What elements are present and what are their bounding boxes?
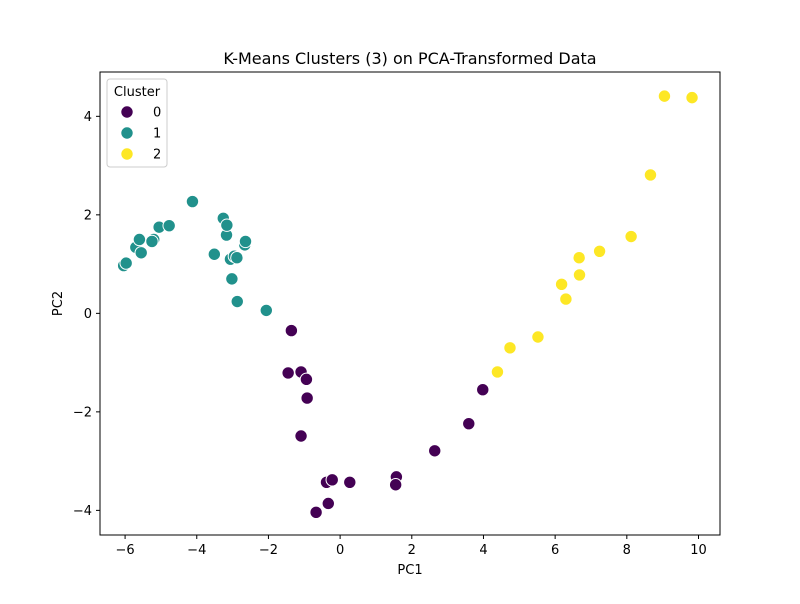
- data-point-cluster-0: [321, 496, 335, 511]
- x-tick-label: 10: [690, 543, 707, 558]
- y-tick-label: −2: [73, 405, 92, 420]
- data-point-cluster-2: [554, 277, 569, 291]
- data-point-cluster-1: [238, 234, 253, 249]
- data-point-cluster-2: [490, 365, 505, 379]
- data-point-cluster-1: [145, 234, 159, 249]
- x-tick-label: −4: [187, 543, 206, 558]
- plot-frame: [99, 71, 721, 536]
- legend-title: Cluster: [114, 85, 161, 100]
- data-point-cluster-0: [343, 475, 357, 489]
- points-layer: [116, 89, 699, 520]
- data-point-cluster-2: [624, 229, 638, 244]
- data-point-cluster-1: [119, 256, 133, 270]
- y-tick-label: −4: [73, 504, 92, 519]
- data-point-cluster-1: [230, 294, 244, 309]
- data-point-cluster-0: [462, 416, 476, 431]
- data-point-cluster-0: [388, 478, 403, 492]
- x-tick-label: −2: [259, 543, 278, 558]
- data-point-cluster-0: [299, 372, 314, 387]
- data-point-cluster-2: [531, 330, 545, 344]
- data-point-cluster-2: [643, 168, 658, 182]
- data-point-cluster-1: [185, 194, 200, 209]
- data-point-cluster-0: [476, 382, 490, 397]
- data-point-cluster-1: [162, 218, 176, 233]
- data-point-cluster-0: [428, 444, 442, 458]
- y-tick-label: 0: [84, 307, 92, 322]
- data-point-cluster-1: [220, 218, 234, 232]
- y-tick-label: 4: [84, 110, 92, 125]
- data-point-cluster-1: [225, 272, 239, 286]
- y-axis-label: PC2: [51, 291, 66, 316]
- chart-title: K-Means Clusters (3) on PCA-Transformed …: [223, 49, 596, 68]
- data-point-cluster-1: [134, 246, 148, 260]
- y-tick-label: 2: [84, 208, 92, 223]
- data-point-cluster-0: [309, 505, 323, 520]
- data-point-cluster-2: [685, 90, 699, 105]
- data-point-cluster-2: [559, 292, 573, 306]
- x-tick-label: −6: [116, 543, 135, 558]
- legend-label-0: 0: [153, 106, 161, 121]
- data-point-cluster-0: [284, 323, 299, 338]
- legend: Cluster 0 1 2: [106, 78, 168, 168]
- data-point-cluster-0: [300, 391, 314, 405]
- data-point-cluster-0: [281, 366, 295, 380]
- data-point-cluster-2: [503, 341, 517, 355]
- data-point-cluster-1: [207, 247, 222, 261]
- data-point-cluster-2: [657, 89, 672, 103]
- legend-marker-2: [120, 147, 134, 161]
- y-axis: −4 −2 0 2 4: [73, 110, 100, 519]
- x-tick-label: 6: [551, 543, 559, 558]
- x-tick-label: 4: [479, 543, 487, 558]
- data-point-cluster-0: [294, 429, 308, 443]
- legend-label-2: 2: [153, 148, 161, 163]
- legend-box: [106, 78, 168, 168]
- x-tick-label: 2: [408, 543, 416, 558]
- data-point-cluster-2: [572, 268, 587, 282]
- data-point-cluster-1: [132, 232, 147, 247]
- data-point-cluster-1: [259, 303, 273, 318]
- legend-marker-1: [120, 126, 134, 140]
- data-point-cluster-2: [592, 244, 607, 258]
- x-axis-label: PC1: [397, 563, 422, 578]
- x-tick-label: 0: [336, 543, 344, 558]
- legend-label-1: 1: [153, 127, 161, 142]
- data-point-cluster-2: [572, 250, 586, 265]
- x-tick-label: 8: [623, 543, 631, 558]
- legend-marker-0: [120, 105, 134, 119]
- data-point-cluster-1: [230, 250, 244, 265]
- data-point-cluster-0: [325, 473, 339, 487]
- x-axis: −6 −4 −2 0 2 4 6 8 10: [116, 535, 707, 558]
